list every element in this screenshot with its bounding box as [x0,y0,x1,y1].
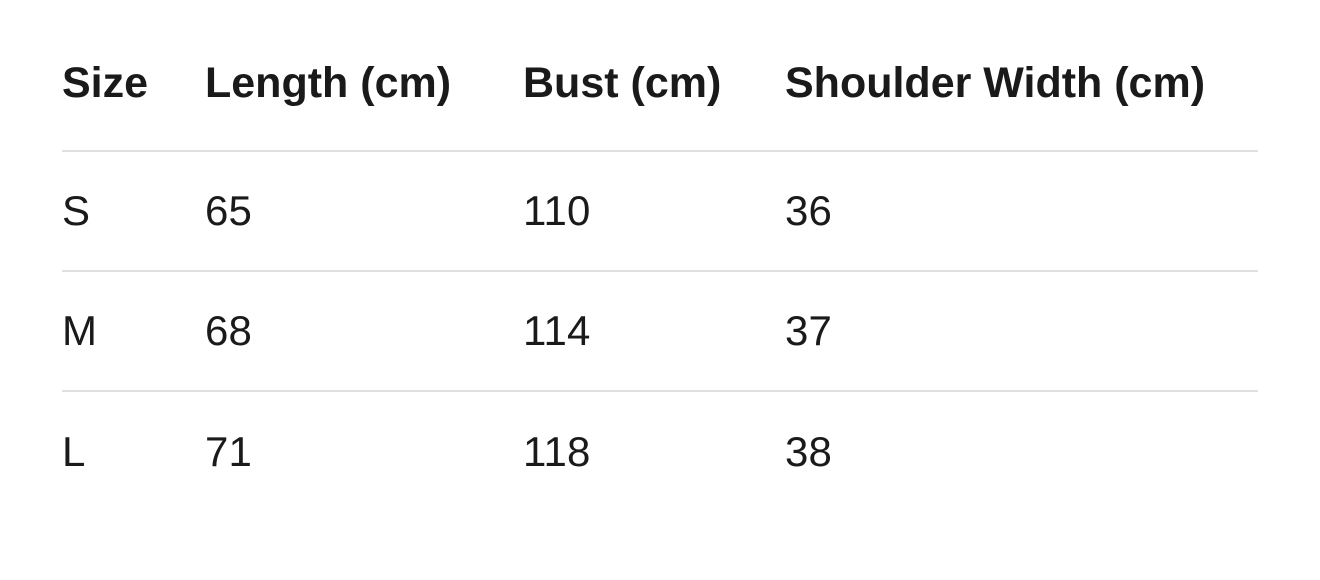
cell-bust: 114 [523,306,591,354]
cell-bust: 118 [523,427,591,475]
cell-shoulder-width: 37 [785,306,833,354]
cell-size: S [62,186,91,234]
table-row-size-m: M 68 114 37 [62,272,1258,392]
column-header-length: Length (cm) [205,59,452,108]
column-header-size: Size [62,59,149,108]
cell-shoulder-width: 38 [785,427,833,475]
cell-length: 68 [205,306,253,354]
table-row-size-l: L 71 118 38 [62,392,1258,512]
cell-length: 71 [205,427,253,475]
table-row-size-s: S 65 110 36 [62,152,1258,272]
cell-bust: 110 [523,186,591,234]
column-header-bust: Bust (cm) [523,59,722,108]
cell-length: 65 [205,186,253,234]
cell-size: M [62,306,98,354]
cell-shoulder-width: 36 [785,186,833,234]
column-header-shoulder-width: Shoulder Width (cm) [785,59,1206,108]
table-header-row: Size Length (cm) Bust (cm) Shoulder Widt… [62,18,1258,152]
size-chart-table: Size Length (cm) Bust (cm) Shoulder Widt… [62,18,1258,512]
cell-size: L [62,427,86,475]
